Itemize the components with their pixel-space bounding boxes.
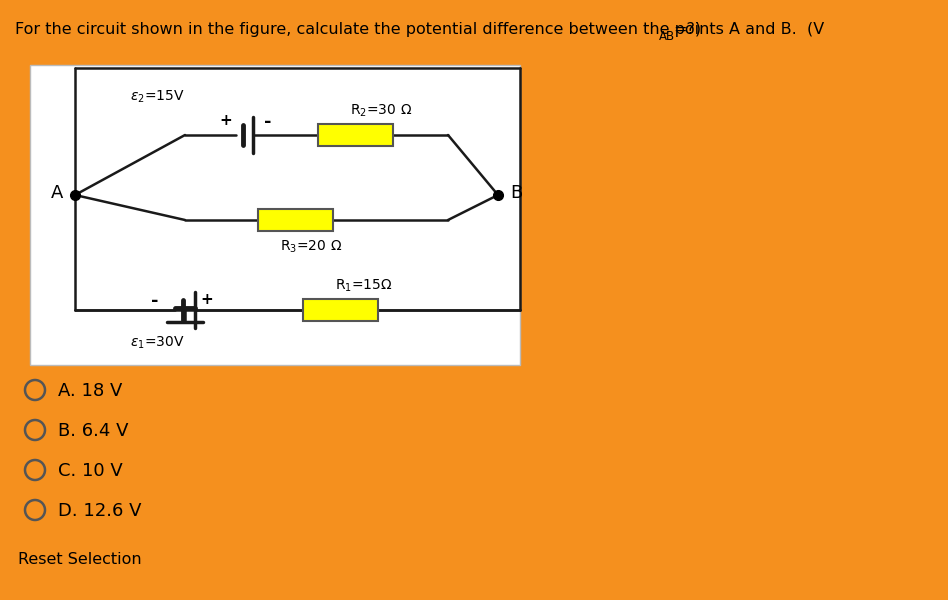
Text: AB: AB (659, 30, 675, 43)
Text: =?): =?) (673, 22, 702, 37)
Bar (318, 124, 393, 146)
Text: $\varepsilon_1$=30V: $\varepsilon_1$=30V (130, 335, 185, 352)
Text: C. 10 V: C. 10 V (58, 462, 122, 480)
Text: -: - (152, 292, 158, 310)
Text: For the circuit shown in the figure, calculate the potential difference between : For the circuit shown in the figure, cal… (15, 22, 824, 37)
Text: $\varepsilon_2$=15V: $\varepsilon_2$=15V (130, 89, 185, 105)
Bar (258, 209, 333, 231)
Text: R$_1$=15Ω: R$_1$=15Ω (335, 278, 392, 294)
Text: A. 18 V: A. 18 V (58, 382, 122, 400)
Bar (303, 299, 378, 321)
Text: R$_3$=20 Ω: R$_3$=20 Ω (280, 239, 342, 256)
Text: +: + (220, 113, 232, 128)
Text: B. 6.4 V: B. 6.4 V (58, 422, 129, 440)
Text: -: - (264, 113, 272, 131)
Text: R$_2$=30 Ω: R$_2$=30 Ω (350, 103, 412, 119)
Text: +: + (201, 292, 213, 307)
Text: A: A (51, 184, 64, 202)
Text: D. 12.6 V: D. 12.6 V (58, 502, 141, 520)
Bar (30, 65, 520, 365)
Text: Reset Selection: Reset Selection (18, 553, 141, 568)
Text: B: B (510, 184, 522, 202)
